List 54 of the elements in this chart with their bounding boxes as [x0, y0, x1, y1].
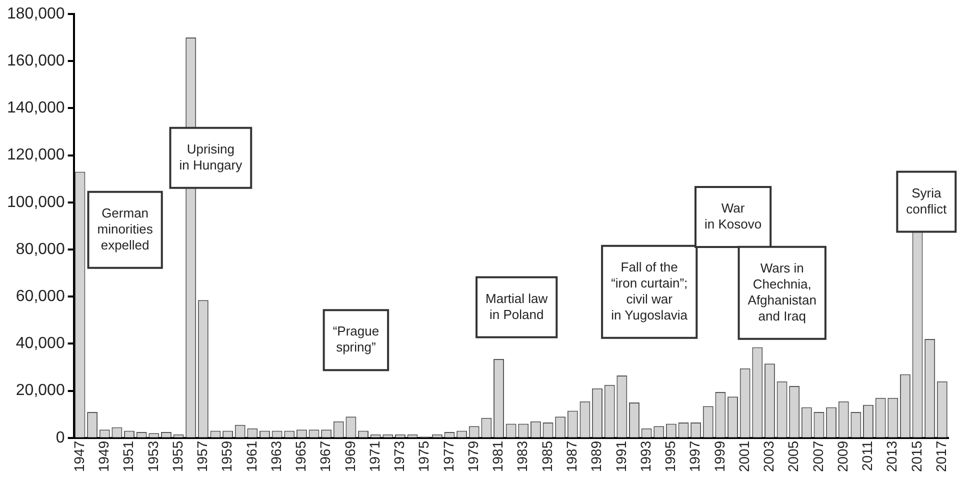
- y-tick-label: 140,000: [6, 100, 65, 117]
- y-tick-label: 80,000: [16, 240, 65, 258]
- x-tick-label: 1977: [440, 440, 456, 472]
- x-tick-label: 1959: [218, 440, 235, 472]
- x-tick-label: 2001: [736, 440, 752, 472]
- x-tick-label: 1991: [612, 440, 629, 472]
- x-tick-label: 1963: [268, 440, 284, 472]
- y-tick-label: 40,000: [16, 335, 65, 352]
- x-tick-label: 1957: [194, 440, 210, 472]
- annotation: Wars in Chechnia, Afghanistan and Iraq: [748, 260, 816, 324]
- annotation: Martial law in Poland: [486, 290, 548, 322]
- x-tick-label: 1979: [464, 440, 481, 472]
- y-tick-label: 160,000: [6, 52, 65, 70]
- annotation: German minorities expelled: [97, 205, 154, 252]
- x-tick-label: 1947: [70, 440, 87, 472]
- annotation: “Prague spring”: [332, 324, 380, 355]
- x-tick-label: 2015: [908, 440, 924, 472]
- x-tick-label: 2003: [760, 440, 777, 472]
- x-tick-label: 1949: [95, 440, 112, 472]
- x-tick-label: 2011: [859, 440, 876, 471]
- y-tick-label: 180,000: [6, 5, 65, 22]
- x-tick-label: 1989: [588, 440, 604, 472]
- x-tick-label: 1981: [490, 440, 506, 472]
- annotation: Uprising in Hungary: [179, 141, 243, 172]
- x-tick-label: 2017: [933, 440, 950, 472]
- x-tick-label: 1987: [564, 440, 580, 472]
- x-tick-label: 1983: [514, 440, 530, 472]
- x-tick-label: 2009: [834, 440, 850, 472]
- x-tick-label: 1969: [342, 440, 358, 472]
- x-tick-label: 1973: [391, 440, 408, 472]
- x-tick-label: 1951: [120, 440, 136, 472]
- x-tick-label: 1993: [637, 440, 654, 472]
- x-tick-label: 1971: [366, 440, 382, 472]
- x-tick-label: 2005: [785, 440, 802, 472]
- x-tick-label: 1967: [317, 440, 334, 472]
- x-tick-label: 1961: [243, 440, 260, 472]
- y-tick-label: 60,000: [16, 288, 65, 305]
- annotation: Syria conflict: [906, 185, 948, 216]
- x-tick-label: 2013: [884, 440, 900, 472]
- x-tick-label: 1953: [144, 440, 161, 472]
- x-tick-label: 1955: [169, 440, 186, 472]
- x-tick-label: 2007: [810, 440, 826, 472]
- x-tick-label: 1985: [538, 440, 555, 472]
- x-tick-label: 1995: [662, 440, 678, 472]
- annotation: Fall of the “iron curtain”; civil war in Yugoslavia: [611, 260, 688, 322]
- x-tick-label: 1999: [711, 440, 728, 472]
- y-tick-label: 0: [56, 429, 65, 446]
- y-tick-label: 20,000: [16, 382, 65, 400]
- x-tick-label: 1965: [292, 440, 309, 472]
- x-tick-label: 1975: [416, 440, 432, 472]
- y-tick-label: 120,000: [6, 146, 65, 164]
- y-tick-label: 100,000: [6, 194, 65, 211]
- annotation: War in Kosovo: [704, 200, 762, 232]
- x-tick-label: 1997: [686, 440, 703, 472]
